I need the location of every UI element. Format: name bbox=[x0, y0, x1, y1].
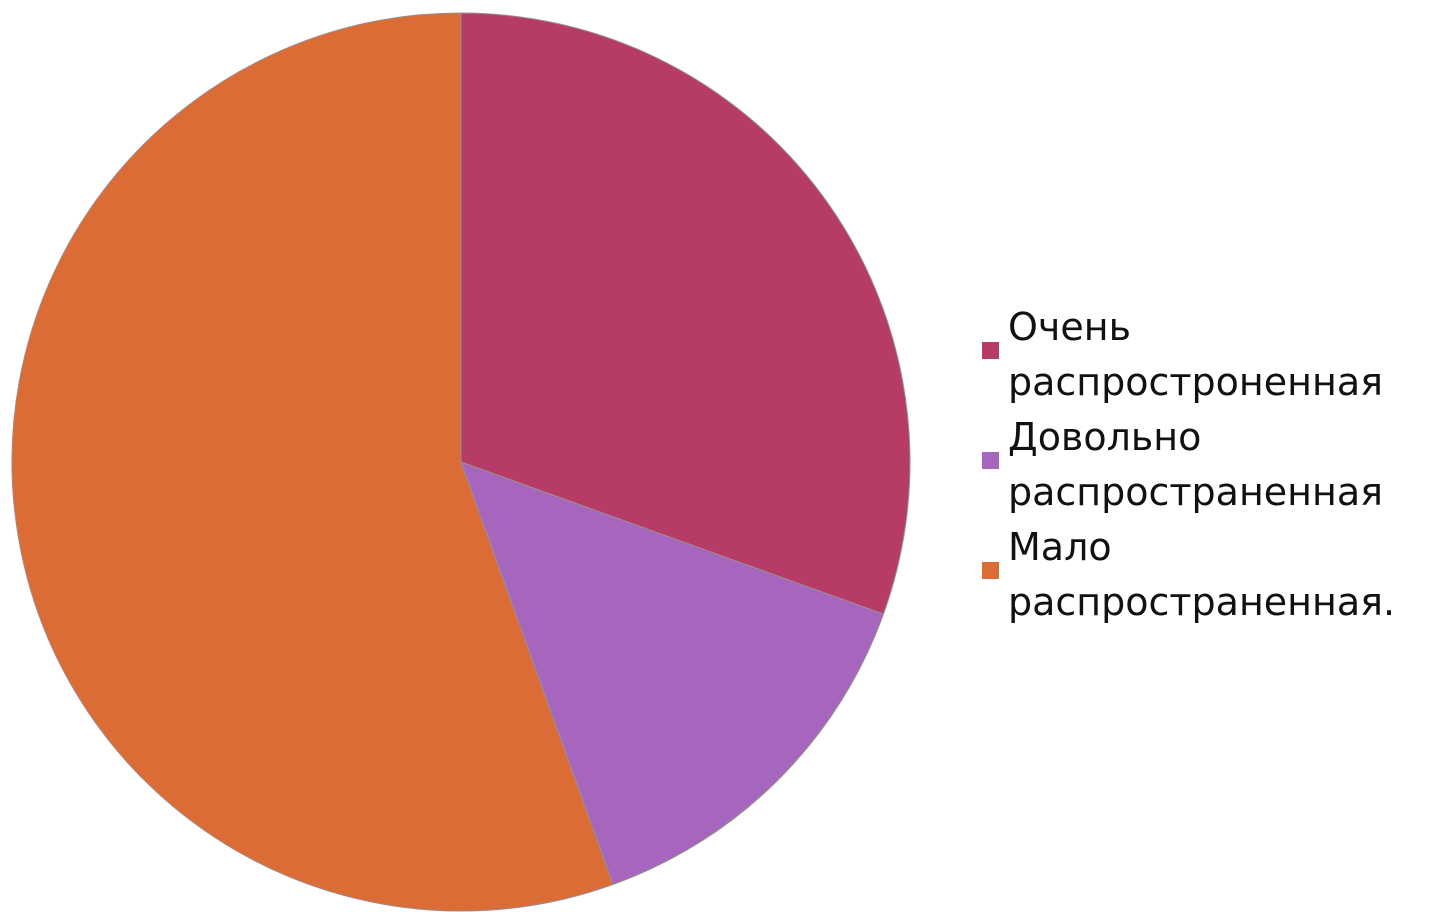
legend-label-2-line-2: распространенная bbox=[1008, 470, 1384, 514]
legend-label-3-line-2: распространенная. bbox=[1008, 580, 1396, 624]
pie-slice-3 bbox=[11, 12, 614, 912]
legend-label-1-line-2: распростроненная bbox=[1008, 360, 1383, 404]
legend-label-1-line-1: Очень bbox=[1008, 305, 1131, 349]
legend-label-3-line-1: Мало bbox=[1008, 525, 1112, 569]
legend-swatch-2 bbox=[982, 452, 999, 469]
pie-slice-2 bbox=[460, 461, 885, 886]
legend-label-2-line-1: Довольно bbox=[1008, 415, 1202, 459]
legend: Очень распростроненная Довольно распростран… bbox=[982, 300, 1427, 630]
legend-item-1: Очень распростроненная bbox=[982, 300, 1427, 410]
legend-swatch-1 bbox=[982, 342, 999, 359]
legend-item-2: Довольно распространенная bbox=[982, 410, 1427, 520]
legend-item-3: Мало распространенная. bbox=[982, 520, 1427, 630]
legend-swatch-3 bbox=[982, 562, 999, 579]
pie-slice-1 bbox=[460, 12, 911, 615]
